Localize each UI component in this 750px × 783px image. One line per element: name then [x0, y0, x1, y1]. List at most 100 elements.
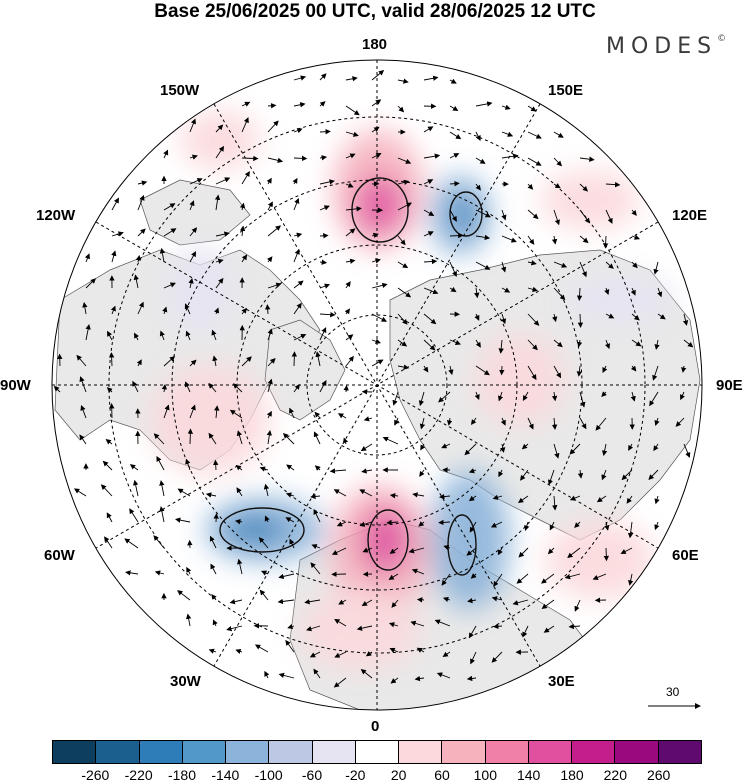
wind-vector: [345, 355, 354, 367]
lon-label-150w: 150W: [160, 82, 200, 99]
wind-vector: [371, 282, 388, 289]
wind-vector: [360, 669, 373, 679]
wind-vector: [293, 302, 302, 315]
wind-vector: [527, 417, 534, 430]
wind-vector: [468, 625, 477, 639]
wind-vector: [229, 599, 243, 605]
colorbar-cell: [53, 741, 97, 763]
wind-vector: [423, 365, 429, 373]
wind-vector: [189, 251, 197, 263]
wind-vector: [527, 183, 534, 190]
wind-vector: [448, 365, 454, 376]
wind-vector: [657, 313, 666, 320]
wind-vector: [475, 157, 486, 164]
wind-vector: [468, 468, 477, 474]
wind-vector: [362, 547, 373, 553]
wind-vector: [73, 488, 87, 497]
wind-vector: [239, 225, 246, 237]
wind-vector: [390, 677, 399, 684]
wind-vector: [107, 330, 113, 341]
wind-vector: [397, 202, 412, 211]
lon-label-60e: 60E: [672, 547, 699, 564]
wind-vector: [579, 391, 586, 408]
wind-vector: [449, 286, 457, 293]
wind-vector: [423, 313, 437, 325]
colorbar-cell: [399, 741, 443, 763]
colorbar-cell: [572, 741, 616, 763]
wind-vector: [657, 287, 663, 298]
wind-vector: [293, 280, 304, 289]
colorbar-tick-label: 220: [603, 767, 628, 783]
wind-vector: [652, 365, 659, 381]
wind-vector: [154, 570, 165, 576]
wind-vector: [314, 465, 321, 471]
wind-vector: [541, 599, 555, 610]
wind-vector: [449, 131, 462, 140]
wind-vector: [423, 258, 438, 265]
wind-vector: [540, 573, 555, 584]
wind-vector: [501, 209, 507, 221]
wind-vector: [212, 619, 218, 627]
colorbar-cell: [615, 741, 659, 763]
wind-vector: [371, 152, 382, 159]
wind-vector: [371, 338, 381, 344]
wind-vector: [419, 417, 426, 430]
wind-vector: [397, 105, 405, 113]
wind-vector: [416, 647, 425, 653]
wind-vector: [553, 209, 560, 226]
wind-vector: [214, 194, 221, 211]
wind-vector: [229, 409, 243, 419]
lon-label-120e: 120E: [672, 207, 708, 224]
colorbar: [52, 740, 702, 764]
wind-vector: [553, 365, 562, 379]
wind-vector: [184, 303, 191, 315]
wind-vector: [654, 339, 660, 350]
polar-map: [51, 59, 703, 711]
wind-vector: [576, 339, 583, 348]
wind-vector: [345, 334, 354, 341]
wind-vector: [267, 120, 279, 133]
wind-vector: [289, 407, 295, 419]
wind-vector: [397, 235, 406, 246]
wind-vector: [241, 117, 249, 133]
wind-vector: [212, 355, 218, 367]
wind-vector: [241, 101, 251, 107]
wind-vector: [601, 469, 607, 481]
wind-vector: [603, 547, 610, 562]
wind-vector: [175, 517, 191, 523]
wind-vector: [418, 391, 425, 407]
wind-vector: [267, 201, 273, 211]
wind-vector: [345, 206, 362, 212]
wind-vector: [188, 278, 194, 289]
wind-vector: [153, 535, 165, 549]
wind-vector: [80, 404, 87, 419]
map-title: Base 25/06/2025 00 UTC, valid 28/06/2025…: [154, 1, 596, 22]
wind-vector: [211, 593, 217, 601]
wind-vector: [411, 568, 425, 575]
wind-vector: [187, 428, 194, 445]
wind-vector: [159, 506, 165, 523]
wind-vector: [391, 599, 399, 608]
wind-vector: [579, 417, 587, 430]
colorbar-cell: [312, 741, 356, 763]
wind-vector: [278, 573, 295, 580]
wind-vector: [449, 105, 459, 111]
contour-lines: [219, 177, 483, 576]
wind-vector: [423, 179, 434, 185]
wind-vector: [278, 672, 295, 679]
wind-vector: [163, 228, 177, 237]
wind-vector: [527, 209, 539, 220]
wind-vector: [135, 255, 142, 263]
wind-vector: [466, 675, 477, 682]
wind-vector: [319, 128, 331, 135]
wind-vector: [467, 597, 477, 604]
wind-vector: [85, 278, 96, 289]
wind-vector: [605, 181, 621, 188]
wind-vector: [475, 183, 481, 191]
wind-vector: [628, 443, 634, 451]
wind-vector: [111, 250, 117, 263]
wind-vector: [569, 495, 581, 501]
wind-vector: [389, 547, 399, 554]
colorbar-tick-label: 260: [646, 767, 671, 783]
wind-vector: [134, 332, 139, 341]
